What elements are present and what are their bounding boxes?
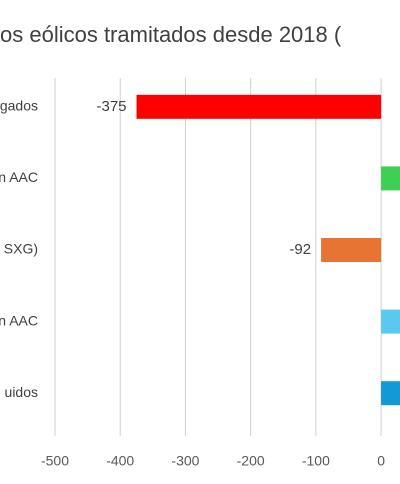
y-tick-label: uidos xyxy=(5,384,38,400)
y-tick-label: SXG) xyxy=(4,241,38,257)
bar xyxy=(136,94,382,119)
x-tick-label: -200 xyxy=(237,453,265,469)
x-tick-label: -100 xyxy=(302,453,330,469)
bar xyxy=(381,309,400,334)
y-tick-label: n AAC xyxy=(0,169,38,185)
chart-title: os eólicos tramitados desde 2018 ( xyxy=(0,22,342,47)
data-label: -375 xyxy=(96,98,126,115)
x-tick-label: -400 xyxy=(106,453,134,469)
bar xyxy=(321,238,382,262)
bar xyxy=(381,381,400,406)
data-label: -92 xyxy=(289,241,311,258)
y-tick-label: gados xyxy=(0,98,38,114)
x-tick-label: 0 xyxy=(377,453,385,469)
x-tick-label: -300 xyxy=(171,453,199,469)
x-tick-label: -500 xyxy=(41,453,69,469)
bar xyxy=(381,166,400,191)
y-tick-label: n AAC xyxy=(0,312,38,328)
